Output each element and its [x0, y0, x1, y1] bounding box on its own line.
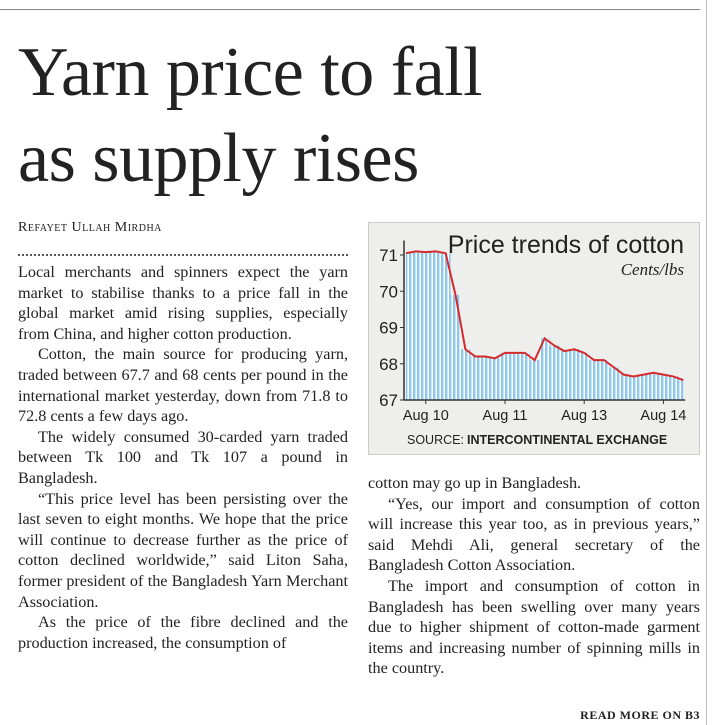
x-tick-label: Aug 10: [403, 408, 449, 424]
bar: [500, 352, 510, 400]
byline: Refayet Ullah Mirdha: [18, 220, 162, 235]
column: Local merchants and spinners expect the …: [18, 262, 348, 653]
paragraph: The widely consumed 30-carded yarn trade…: [18, 427, 348, 487]
bar: [420, 252, 431, 400]
y-tick-label: 71: [379, 246, 398, 265]
y-tick-label: 68: [379, 355, 398, 374]
source: INTERCONTINENTAL EXCHANGE: [467, 433, 667, 447]
column: cotton may go up in Bangladesh. “Yes, our…: [368, 473, 700, 679]
x-tick-label: Aug 11: [483, 408, 528, 424]
paragraph: The import and consumption of cotton in …: [368, 576, 700, 678]
bar: [628, 376, 639, 400]
paragraph: Local merchants and spinners expect the …: [18, 263, 348, 343]
y-tick-label: 70: [379, 282, 398, 301]
bar: [589, 360, 600, 400]
bar: [648, 372, 659, 400]
source-label: SOURCE:: [407, 433, 464, 447]
bar: [519, 352, 530, 400]
bar: [509, 352, 520, 400]
bar: [668, 376, 679, 400]
chart-title: Price trends of cotton: [448, 231, 684, 259]
bar: [440, 253, 451, 400]
bar: [430, 251, 441, 400]
bar: [559, 351, 570, 400]
paragraph: cotton may go up in Bangladesh.: [368, 474, 582, 492]
bar: [599, 360, 609, 400]
bar: [480, 356, 491, 400]
headline: Yarn price to fall: [18, 34, 483, 111]
x-tick-label: Aug 14: [640, 408, 686, 424]
paragraph: Cotton, the main source for producing ya…: [18, 345, 348, 426]
bar: [579, 352, 590, 400]
bar: [450, 294, 461, 400]
bar: [406, 253, 411, 400]
chart-box: Price trends of cotton Cents/lbs SOURCE:…: [368, 222, 700, 455]
bar: [470, 356, 481, 400]
chart-unit: Cents/lbs: [621, 260, 685, 279]
paragraph: “This price level has been persisting ov…: [18, 489, 348, 611]
bar: [638, 374, 649, 400]
paragraph: As the price of the fibre declined and t…: [18, 613, 348, 652]
bar: [618, 374, 629, 400]
y-tick-label: 69: [379, 319, 398, 338]
bar: [569, 349, 580, 400]
bar: [490, 358, 501, 400]
y-tick-label: 67: [379, 391, 398, 410]
read-more[interactable]: READ MORE ON B3: [580, 708, 700, 722]
chart: Price trends of cotton Cents/lbs SOURCE:…: [379, 231, 686, 447]
divider: [18, 254, 348, 256]
bar: [529, 360, 540, 400]
bar: [539, 338, 550, 400]
bar: [410, 251, 421, 400]
bar: [678, 380, 684, 400]
line: [405, 250, 684, 382]
bar: [658, 374, 669, 400]
top-rule: [0, 9, 700, 10]
headline: as supply rises: [18, 120, 419, 197]
side-rule: [706, 0, 707, 725]
paragraph: “Yes, our import and consumption of cott…: [368, 494, 700, 575]
bar: [460, 349, 471, 400]
bar: [549, 345, 560, 400]
bar: [608, 367, 619, 400]
x-tick-label: Aug 13: [561, 408, 607, 424]
